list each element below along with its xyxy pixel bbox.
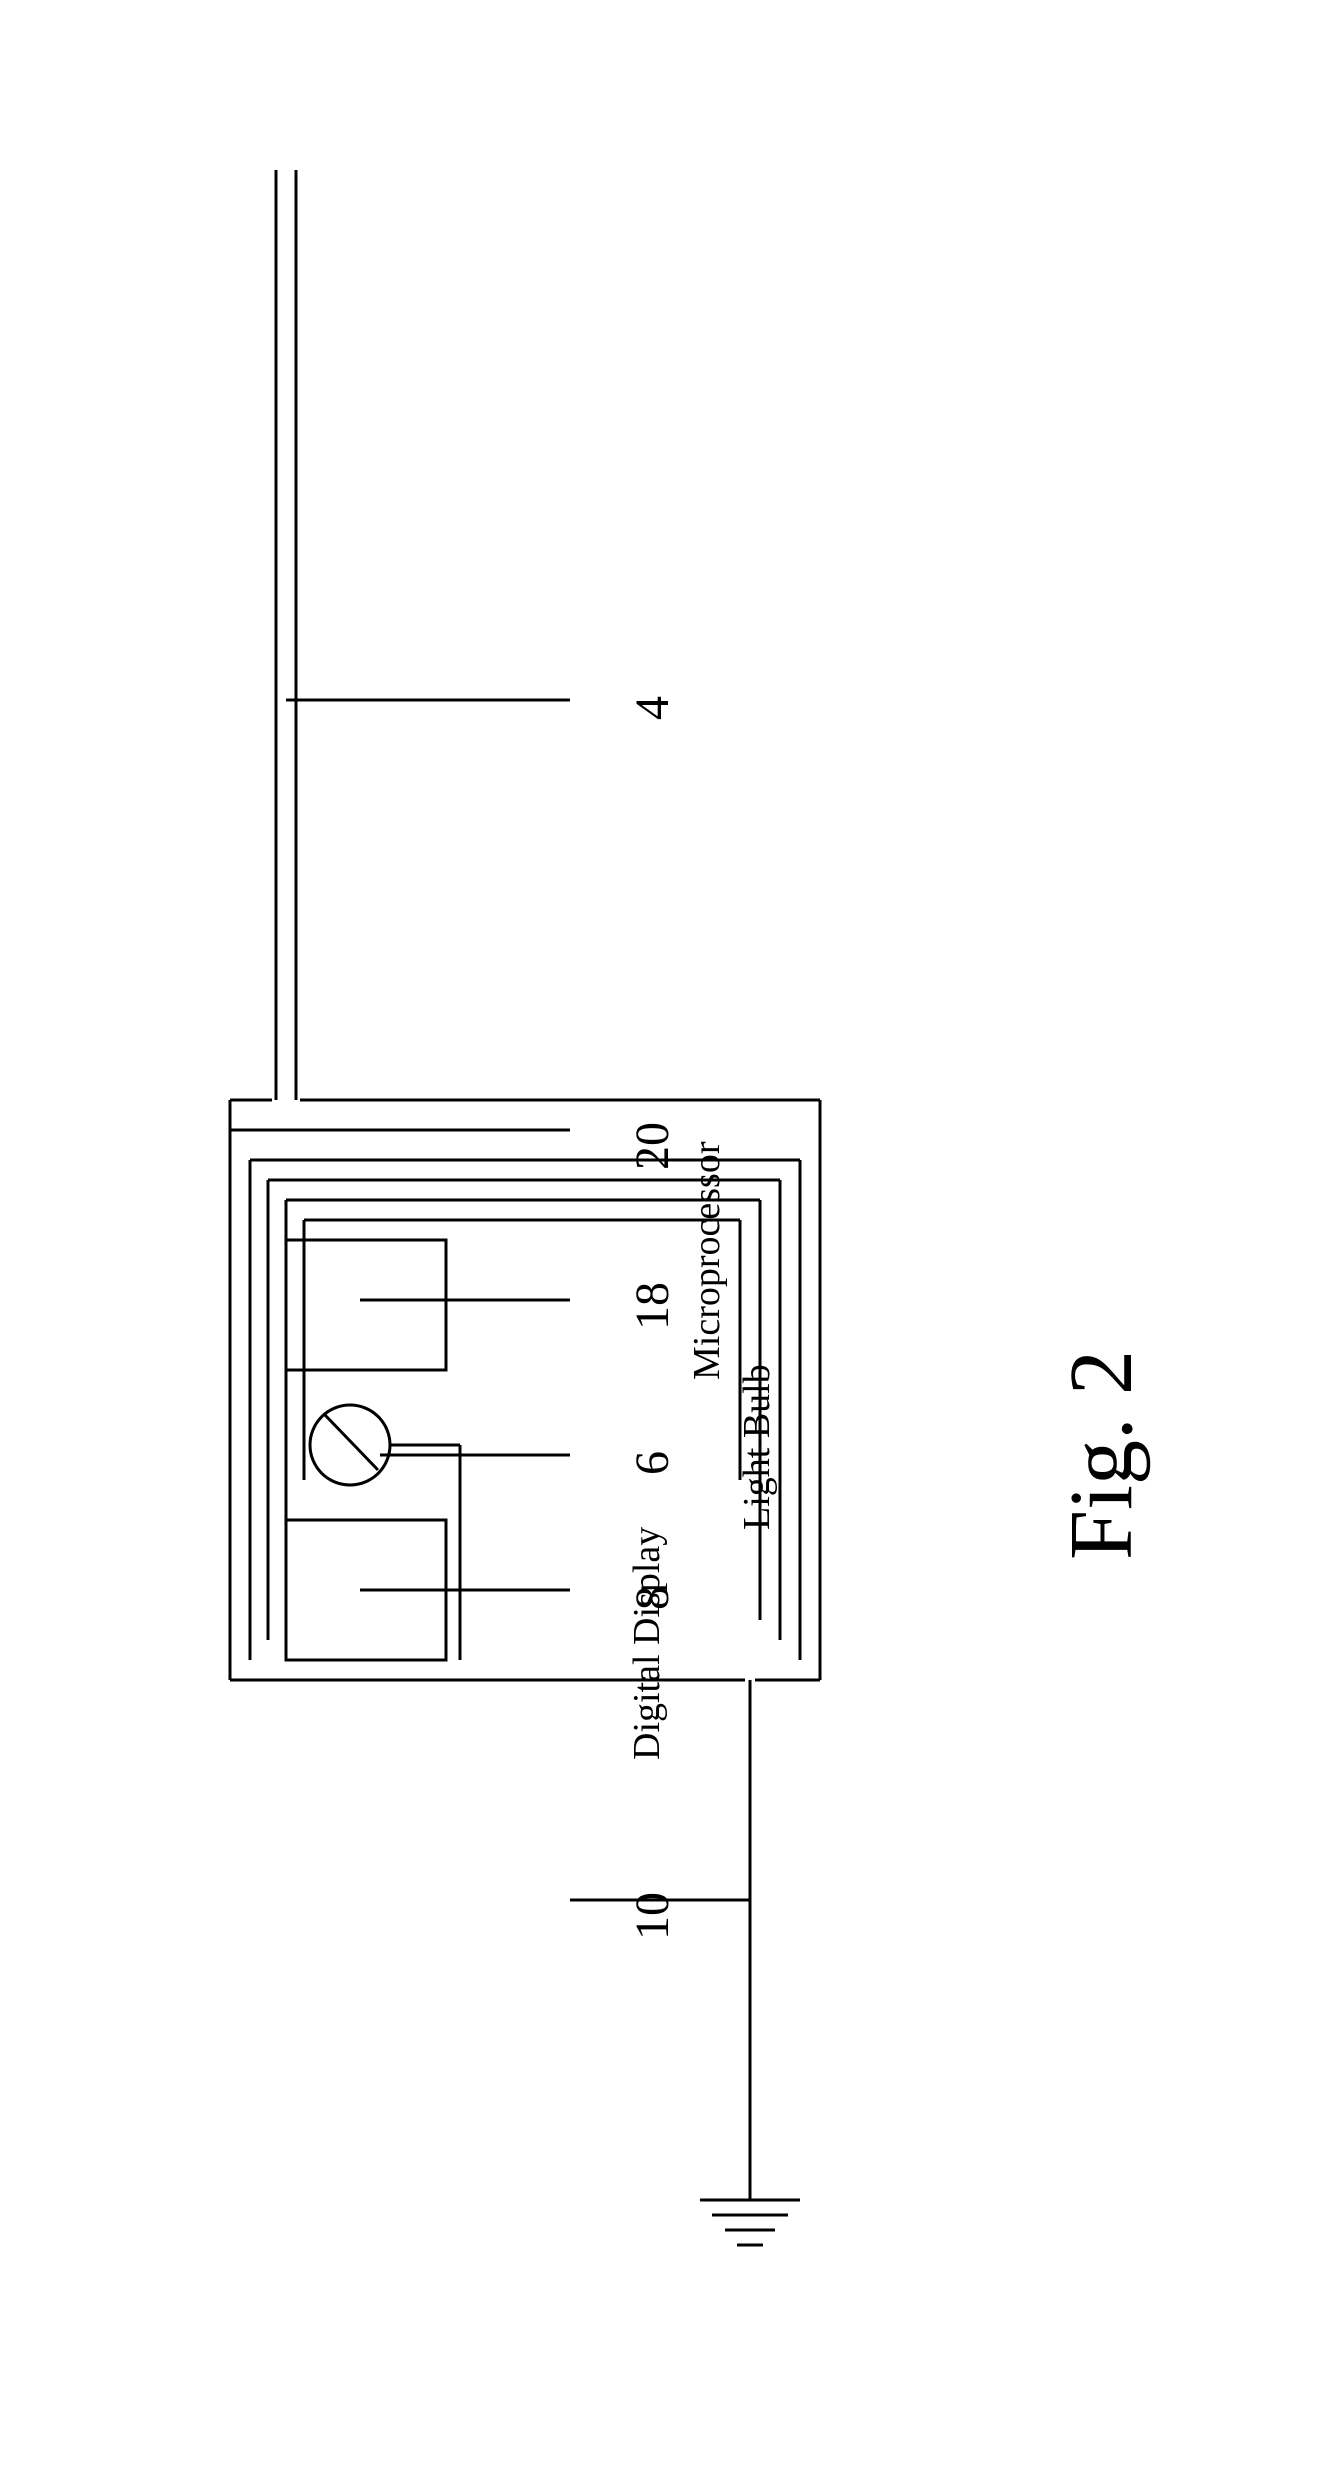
diagram-svg [0, 0, 1325, 2466]
ref-4: 4 [625, 696, 680, 720]
ref-6: 6 [625, 1451, 680, 1475]
label-microprocessor: Microprocessor [685, 1142, 729, 1380]
ref-20: 20 [625, 1122, 680, 1170]
light-bulb [310, 1405, 390, 1485]
figure-caption: Fig. 2 [1050, 1350, 1153, 1560]
ref-10: 10 [625, 1892, 680, 1940]
label-digital-display: Digital Display [625, 1527, 669, 1760]
microprocessor-block [286, 1240, 446, 1370]
ground-symbol [700, 2200, 800, 2245]
ref-18: 18 [625, 1282, 680, 1330]
label-light-bulb: Light Bulb [735, 1364, 779, 1530]
